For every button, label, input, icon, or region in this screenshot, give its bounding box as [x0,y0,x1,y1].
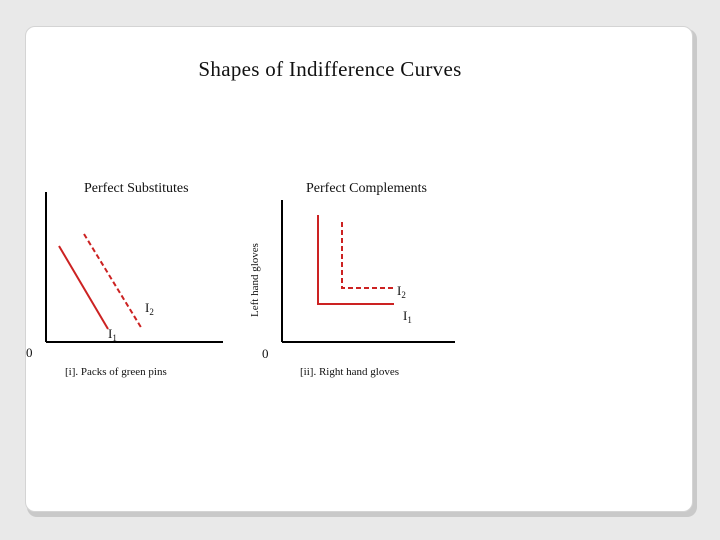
slide-title: Shapes of Indifference Curves [198,57,462,81]
right-x-axis-caption: [ii]. Right hand gloves [300,366,399,378]
perfect-complements-heading: Perfect Complements [306,181,427,196]
perfect-substitutes-heading: Perfect Substitutes [84,181,189,196]
complements-i2-label: I2 [397,283,406,300]
left-x-axis-caption: [i]. Packs of green pins [65,366,167,378]
left-origin-label: 0 [26,345,33,360]
complements-curve-i1 [317,215,394,305]
slide [25,26,693,512]
substitutes-i1-label: I1 [108,326,117,343]
right-origin-label: 0 [262,346,269,361]
complements-curve-i2 [341,222,396,289]
complements-i1-label: I1 [403,308,412,325]
substitutes-curve-i2 [83,233,143,330]
substitutes-curve-i1 [58,245,109,330]
right-y-axis-caption: Left hand gloves [249,243,261,317]
substitutes-i2-label: I2 [145,300,154,317]
